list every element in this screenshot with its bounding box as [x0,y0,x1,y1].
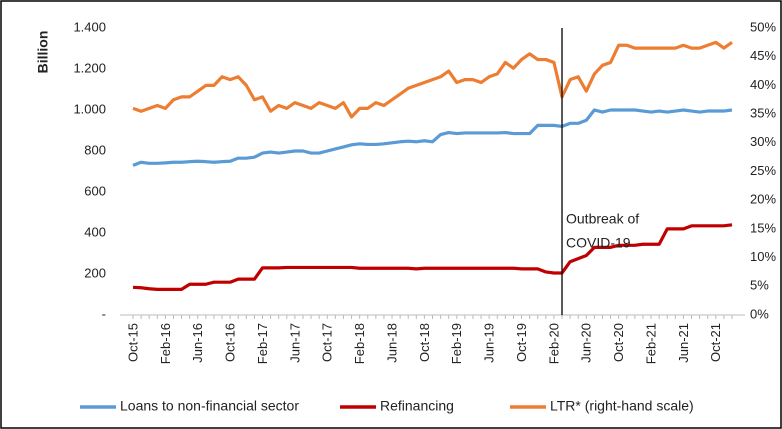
x-tick-label: Oct-19 [514,323,529,362]
x-tick-label: Oct-17 [320,323,335,362]
y2-tick-label: 50% [750,19,776,34]
y2-tick-label: 20% [750,192,776,207]
x-tick-label: Oct-15 [125,323,140,362]
x-tick-label: Feb-19 [449,323,464,364]
x-tick-label: Jun-20 [579,323,594,363]
annotation-text: COVID-19 [566,235,631,251]
y2-tick-label: 40% [750,77,776,92]
x-tick-label: Jun-18 [384,323,399,363]
y2-tick-label: 25% [750,163,776,178]
y-tick-label: 400 [84,224,106,239]
y2-tick-label: 15% [750,220,776,235]
y-tick-label: 200 [84,265,106,280]
x-tick-label: Jun-16 [190,323,205,363]
y2-tick-label: 5% [750,278,769,293]
x-tick-label: Feb-16 [158,323,173,364]
y-tick-label: 1.200 [73,60,106,75]
series-line [132,223,733,291]
y-tick-label: 600 [84,183,106,198]
annotation-text: Outbreak of [566,211,639,227]
x-tick-label: Jun-21 [676,323,691,363]
x-tick-label: Feb-20 [546,323,561,364]
x-tick-label: Oct-20 [611,323,626,362]
series-line [132,108,733,167]
y2-tick-label: 10% [750,249,776,264]
y2-tick-label: 45% [750,48,776,63]
legend-label: Refinancing [380,398,454,414]
y2-tick-label: 0% [750,306,769,321]
x-tick-label: Oct-16 [223,323,238,362]
y-tick-label: 1.400 [73,19,106,34]
x-tick-label: Jun-17 [287,323,302,363]
y2-tick-label: 30% [750,134,776,149]
x-tick-label: Feb-18 [352,323,367,364]
x-tick-label: Feb-21 [643,323,658,364]
x-tick-label: Oct-21 [708,323,723,362]
y2-tick-label: 35% [750,106,776,121]
y-tick-label: 800 [84,142,106,157]
y-tick-label: - [102,306,106,321]
series-line [132,40,733,119]
x-tick-label: Feb-17 [255,323,270,364]
y-axis-title: Billion [35,31,51,74]
legend-label: Loans to non-financial sector [120,398,299,414]
x-tick-label: Jun-19 [482,323,497,363]
x-tick-label: Oct-18 [417,323,432,362]
y-tick-label: 1.000 [73,101,106,116]
legend-label: LTR* (right-hand scale) [550,398,694,414]
